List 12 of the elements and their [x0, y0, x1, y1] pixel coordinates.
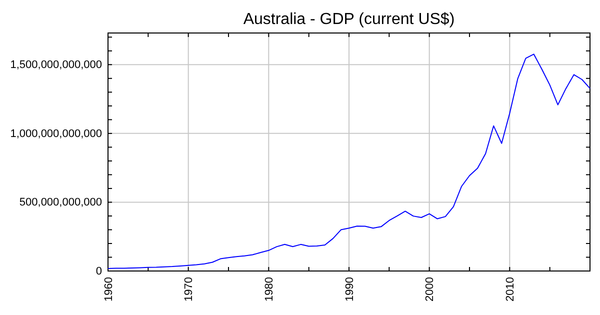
x-tick-label: 2010: [504, 277, 517, 302]
y-tick-label: 1,000,000,000,000: [10, 128, 102, 140]
x-tick-label: 1960: [102, 277, 115, 302]
x-tick-label: 1990: [344, 277, 356, 302]
x-tick-label: 2000: [424, 277, 436, 302]
chart-title: Australia - GDP (current US$): [243, 11, 455, 28]
y-tick-label: 500,000,000,000: [19, 196, 102, 209]
line-series: [108, 54, 590, 269]
y-tick-label: 0: [96, 266, 102, 278]
x-tick-label: 1970: [183, 277, 196, 302]
y-tick-label: 1,500,000,000,000: [10, 59, 102, 72]
x-tick-label: 1980: [264, 277, 276, 302]
